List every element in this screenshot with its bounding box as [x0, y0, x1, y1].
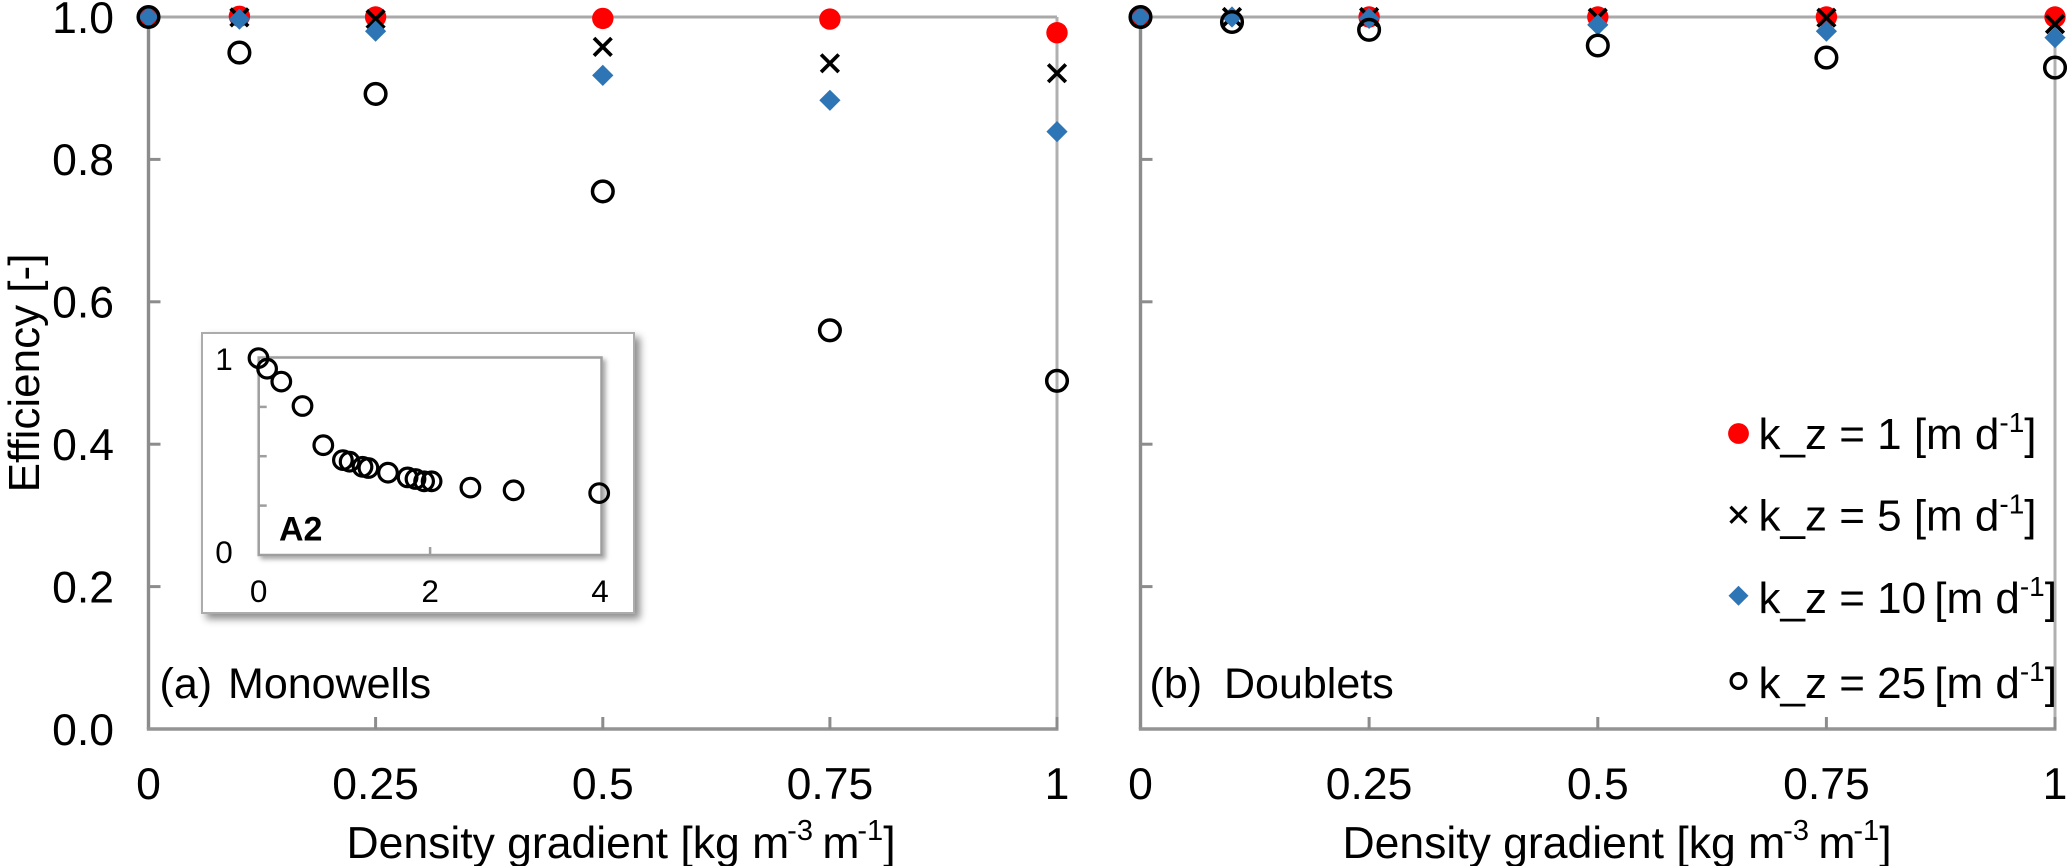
- svg-text:1: 1: [215, 341, 233, 377]
- svg-text:0.75: 0.75: [1783, 760, 1870, 809]
- svg-text:0.8: 0.8: [52, 136, 114, 185]
- svg-text:0.6: 0.6: [52, 279, 114, 328]
- svg-text:0.5: 0.5: [572, 760, 634, 809]
- svg-text:(a): (a): [160, 660, 213, 708]
- svg-text:1.0: 1.0: [52, 0, 114, 43]
- svg-text:2: 2: [421, 573, 439, 609]
- svg-text:Density gradient [kg m-3 m-1]: Density gradient [kg m-3 m-1]: [1342, 815, 1891, 866]
- svg-text:k_z = 1 [m d-1]: k_z = 1 [m d-1]: [1759, 407, 2037, 459]
- svg-text:0: 0: [215, 534, 233, 570]
- svg-text:0.75: 0.75: [787, 760, 874, 809]
- svg-text:1: 1: [2043, 760, 2067, 809]
- svg-text:0.0: 0.0: [52, 706, 114, 755]
- svg-text:Efficiency [-]: Efficiency [-]: [0, 254, 49, 493]
- svg-text:A2: A2: [279, 511, 322, 549]
- svg-text:4: 4: [591, 573, 609, 609]
- svg-text:k_z = 25 [m d-1]: k_z = 25 [m d-1]: [1759, 656, 2058, 708]
- svg-text:(b): (b): [1150, 660, 1203, 708]
- svg-text:Doublets: Doublets: [1224, 660, 1394, 708]
- svg-text:k_z = 5 [m d-1]: k_z = 5 [m d-1]: [1759, 489, 2037, 541]
- svg-text:0.25: 0.25: [332, 760, 419, 809]
- svg-text:1: 1: [1045, 760, 1070, 809]
- svg-text:Density gradient [kg m-3 m-1]: Density gradient [kg m-3 m-1]: [346, 815, 895, 866]
- svg-text:0: 0: [1128, 760, 1153, 809]
- svg-text:Monowells: Monowells: [228, 660, 431, 708]
- svg-text:0.5: 0.5: [1567, 760, 1629, 809]
- svg-text:0: 0: [136, 760, 161, 809]
- svg-text:k_z = 10 [m d-1]: k_z = 10 [m d-1]: [1759, 571, 2058, 623]
- svg-text:0: 0: [250, 573, 268, 609]
- svg-text:0.25: 0.25: [1326, 760, 1413, 809]
- svg-text:0.2: 0.2: [52, 563, 114, 612]
- svg-text:0.4: 0.4: [52, 421, 114, 470]
